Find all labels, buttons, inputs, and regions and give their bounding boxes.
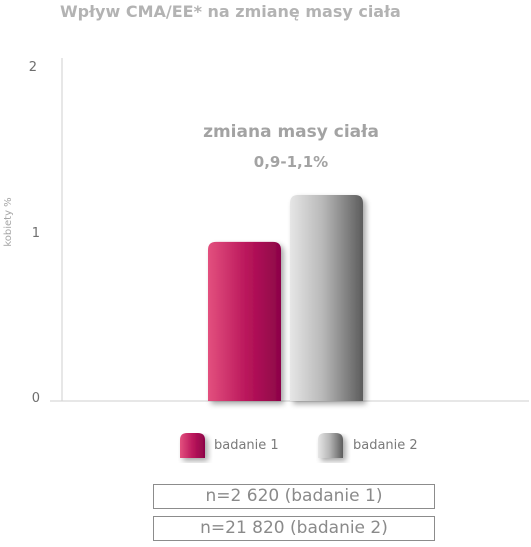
legend-label-badanie-2: badanie 2 <box>353 438 418 453</box>
legend-label-badanie-1: badanie 1 <box>214 438 279 453</box>
y-tick-label-2: 2 <box>29 60 37 75</box>
y-tick-label-0: 0 <box>32 391 40 406</box>
chart-title: Wpływ CMA/EE* na zmianę masy ciała <box>60 2 401 21</box>
annotation-line-1: zmiana masy ciała <box>203 122 379 142</box>
y-axis-label: kobiety % <box>3 197 14 246</box>
annotation-line-2: 0,9-1,1% <box>254 153 328 171</box>
legend-swatch-badanie-2 <box>318 433 343 458</box>
legend-swatch-badanie-1 <box>180 433 205 458</box>
bar-badanie-1 <box>208 241 281 401</box>
sample-size-box-2: n=21 820 (badanie 2) <box>153 516 435 541</box>
bar-badanie-2 <box>290 194 363 401</box>
sample-size-box-1: n=2 620 (badanie 1) <box>153 484 435 509</box>
y-tick-label-1: 1 <box>32 226 40 241</box>
